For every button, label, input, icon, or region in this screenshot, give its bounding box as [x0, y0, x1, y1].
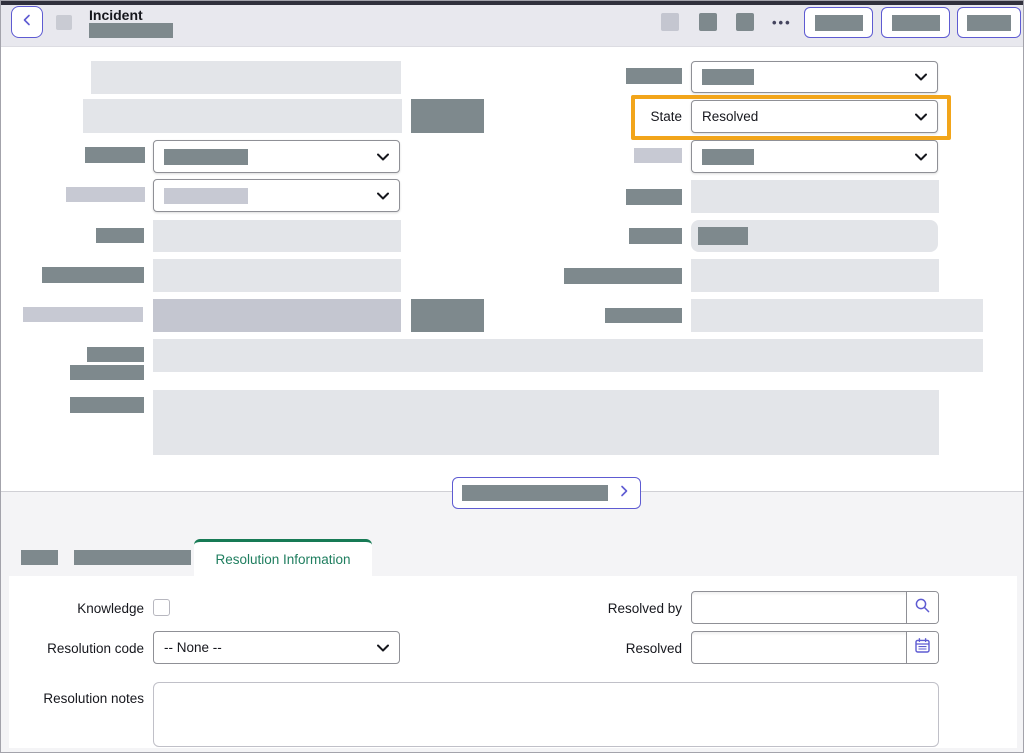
redacted-field-addon: [411, 99, 484, 133]
resolved-label: Resolved: [625, 641, 682, 656]
redacted-label: [85, 147, 145, 163]
record-type-icon: [56, 15, 72, 30]
resolution-code-value: -- None --: [164, 640, 222, 655]
resolved-field[interactable]: [691, 631, 939, 664]
header-tool-icon-1[interactable]: [699, 13, 717, 31]
resolution-code-label: Resolution code: [47, 641, 144, 656]
redacted-label: [605, 308, 682, 323]
redacted-select[interactable]: [153, 140, 400, 173]
redacted-field-addon: [411, 299, 484, 332]
page-title: Incident: [89, 7, 143, 23]
chevron-left-icon: [20, 13, 34, 32]
chevron-down-icon: [915, 108, 927, 126]
chevron-down-icon: [377, 148, 389, 166]
redacted-select-value: [164, 148, 248, 165]
redacted-select[interactable]: [691, 61, 938, 93]
redacted-select[interactable]: [691, 140, 938, 173]
lookup-button[interactable]: [906, 592, 938, 623]
redacted-label: [96, 228, 144, 243]
redacted-button-label: [462, 485, 608, 501]
more-actions-icon[interactable]: •••: [772, 15, 792, 30]
redacted-select-value: [164, 187, 248, 204]
chevron-down-icon: [377, 639, 389, 657]
redacted-label: [23, 307, 143, 322]
redacted-label: [87, 347, 144, 362]
chevron-down-icon: [915, 148, 927, 166]
redacted-field: [153, 220, 401, 252]
header-tool-icon-2[interactable]: [736, 13, 754, 31]
knowledge-checkbox[interactable]: [153, 599, 170, 616]
header-action-button-3[interactable]: [957, 7, 1021, 38]
knowledge-label: Knowledge: [77, 601, 144, 616]
resolution-notes-textarea[interactable]: [153, 682, 939, 747]
date-picker-button[interactable]: [906, 632, 938, 663]
redacted-button-label: [891, 14, 940, 31]
expand-related-button[interactable]: [452, 477, 641, 509]
tab-redacted-1[interactable]: [21, 550, 58, 565]
redacted-field: [691, 220, 938, 252]
redacted-select-value: [702, 69, 754, 85]
header-action-button-1[interactable]: [804, 7, 873, 38]
state-select[interactable]: Resolved: [691, 100, 938, 133]
tab-resolution-information[interactable]: Resolution Information: [194, 539, 372, 577]
redacted-field: [91, 61, 401, 94]
resolved-by-input[interactable]: [692, 592, 906, 623]
tab-label: Resolution Information: [215, 552, 351, 567]
redacted-label: [629, 228, 682, 244]
state-label: State: [650, 109, 682, 124]
redacted-field: [153, 339, 983, 372]
header-tool-icon-light[interactable]: [661, 13, 679, 31]
resolved-by-label: Resolved by: [607, 601, 682, 616]
search-icon: [914, 597, 931, 619]
redacted-field: [691, 180, 939, 213]
back-button[interactable]: [11, 6, 43, 38]
redacted-label: [626, 68, 682, 84]
redacted-label: [66, 187, 145, 202]
resolution-code-select[interactable]: -- None --: [153, 631, 400, 664]
redacted-select-value: [702, 148, 754, 165]
redacted-field: [153, 259, 401, 292]
redacted-button-label: [967, 14, 1011, 31]
redacted-label: [626, 189, 682, 205]
resolution-notes-label: Resolution notes: [43, 691, 144, 706]
redacted-button-label: [814, 14, 863, 31]
redacted-tag: [698, 227, 748, 245]
state-highlight-box: [631, 95, 951, 140]
redacted-label: [42, 267, 144, 283]
calendar-icon: [914, 637, 931, 659]
chevron-right-icon: [617, 484, 631, 503]
redacted-label: [70, 365, 144, 380]
redacted-record-number: [89, 23, 173, 38]
redacted-field: [691, 259, 939, 292]
redacted-field: [153, 390, 939, 455]
form-header: Incident •••: [1, 5, 1023, 47]
window-top-strip: [1, 1, 1023, 5]
redacted-select[interactable]: [153, 179, 400, 212]
tab-redacted-2[interactable]: [74, 550, 191, 565]
redacted-field: [691, 299, 983, 332]
resolved-by-field[interactable]: [691, 591, 939, 624]
header-action-button-2[interactable]: [881, 7, 950, 38]
chevron-down-icon: [915, 68, 927, 86]
redacted-field: [83, 99, 402, 133]
redacted-label: [564, 268, 682, 284]
chevron-down-icon: [377, 187, 389, 205]
redacted-field: [153, 299, 401, 332]
redacted-label: [70, 397, 144, 413]
resolved-input[interactable]: [692, 632, 906, 663]
redacted-label: [634, 148, 682, 163]
state-select-value: Resolved: [702, 109, 759, 124]
